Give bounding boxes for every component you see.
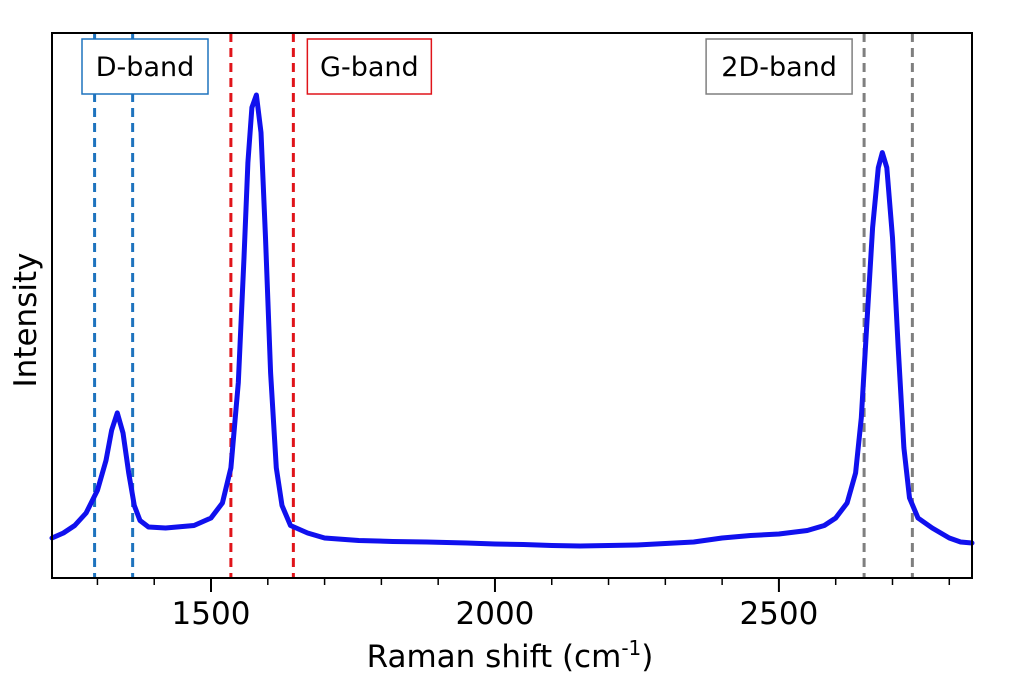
x-tick-label: 1500 xyxy=(172,596,251,632)
band-label: 2D-band xyxy=(705,38,853,95)
band-label: D-band xyxy=(81,38,209,95)
band-label-box xyxy=(81,38,209,95)
band-label-box xyxy=(705,38,853,95)
plot-frame xyxy=(51,32,973,579)
x-axis-label-end: ) xyxy=(641,639,653,675)
spectrum-line xyxy=(49,92,975,549)
x-axis-label: Raman shift (cm-1) xyxy=(367,636,654,675)
band-label: G-band xyxy=(306,38,433,95)
x-tick-label: 2500 xyxy=(739,596,818,632)
x-axis-label-superscript: -1 xyxy=(621,636,641,660)
band-label-text: G-band xyxy=(320,52,419,83)
band-guide-lines xyxy=(93,33,914,578)
band-labels: D-band G-band 2D-band xyxy=(81,38,853,95)
x-tick-label: 2000 xyxy=(456,596,535,632)
band-label-text: 2D-band xyxy=(721,52,837,83)
band-label-text: D-band xyxy=(96,52,194,83)
x-axis-label-main: Raman shift (cm xyxy=(367,639,622,675)
x-axis-ticks: 1500 2000 2500 xyxy=(96,578,951,632)
band-label-box xyxy=(306,38,433,95)
y-axis-label: Intensity xyxy=(8,253,44,388)
